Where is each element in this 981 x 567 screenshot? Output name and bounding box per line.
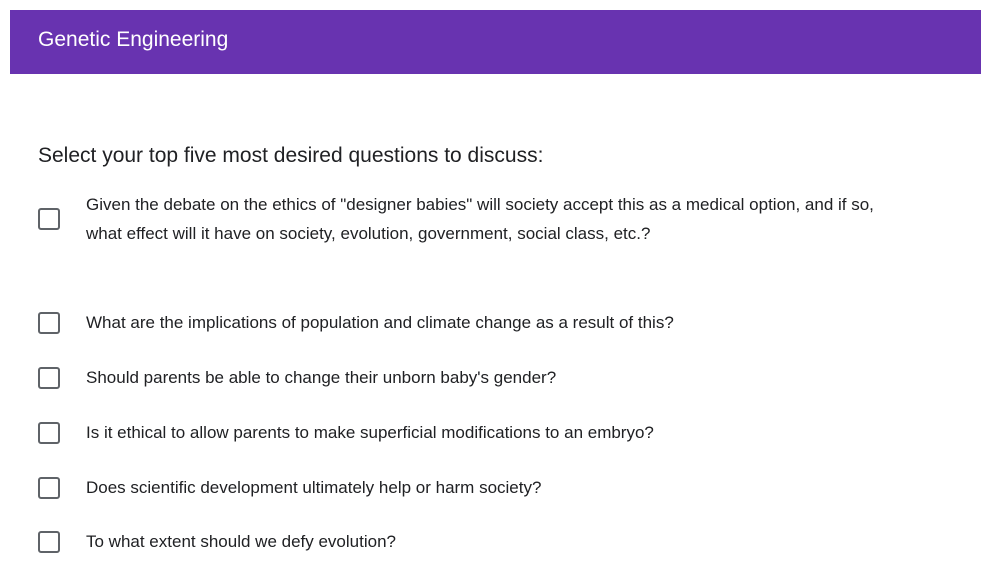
checkbox[interactable]: [38, 208, 60, 230]
option-label: What are the implications of population …: [86, 313, 674, 332]
question-prompt: Select your top five most desired questi…: [38, 144, 544, 167]
option[interactable]: Is it ethical to allow parents to make s…: [38, 418, 886, 447]
option[interactable]: Does scientific development ultimately h…: [38, 473, 886, 502]
option[interactable]: Should parents be able to change their u…: [38, 363, 886, 392]
option-label: Should parents be able to change their u…: [86, 368, 557, 387]
checkbox[interactable]: [38, 311, 60, 334]
checkbox[interactable]: [38, 421, 60, 444]
option-label: To what extent should we defy evolution?: [86, 532, 396, 551]
option-label: Is it ethical to allow parents to make s…: [86, 423, 654, 442]
form-title: Genetic Engineering: [38, 28, 229, 51]
option-label: Does scientific development ultimately h…: [86, 478, 542, 497]
header: Genetic Engineering: [10, 10, 981, 74]
option[interactable]: What are the implications of population …: [38, 308, 886, 337]
option-label: Given the debate on the ethics of "desig…: [86, 195, 874, 243]
option[interactable]: To what extent should we defy evolution?: [38, 527, 886, 556]
checkbox[interactable]: [38, 366, 60, 389]
checkbox[interactable]: [38, 476, 60, 499]
checkbox[interactable]: [38, 530, 60, 553]
option[interactable]: Given the debate on the ethics of "desig…: [38, 190, 886, 248]
